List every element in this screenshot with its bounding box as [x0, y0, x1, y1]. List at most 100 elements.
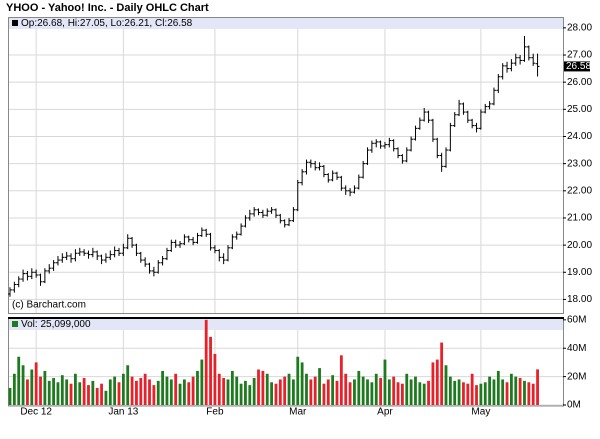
price-panel — [8, 17, 564, 314]
volume-bar — [339, 355, 343, 405]
volume-bar — [523, 380, 526, 405]
volume-bar — [39, 376, 42, 405]
y-tick-label: 18.00 — [567, 294, 592, 305]
volume-bar — [488, 376, 491, 405]
volume-bar — [335, 380, 339, 405]
x-tick-label: Mar — [289, 407, 307, 418]
volume-bar — [230, 370, 234, 405]
volume-bar — [117, 382, 121, 405]
y-tick-label: 25.00 — [567, 104, 592, 115]
volume-bar — [209, 336, 212, 405]
volume-bar — [187, 382, 191, 405]
volume-bar — [21, 365, 25, 405]
x-tick-label: Feb — [206, 407, 224, 418]
volume-bar — [152, 385, 156, 405]
volume-bar — [501, 379, 505, 405]
volume-bar — [91, 380, 95, 405]
volume-bar — [510, 373, 513, 405]
volume-bar — [156, 380, 160, 405]
volume-legend-swatch — [12, 321, 18, 327]
y-tick-label: 0M — [567, 400, 581, 411]
volume-bar — [527, 382, 531, 405]
volume-bar — [431, 362, 435, 405]
volume-bar — [26, 379, 29, 405]
volume-bar — [278, 379, 282, 405]
volume-bar — [462, 382, 465, 405]
volume-bar — [148, 379, 151, 405]
volume-bar — [222, 378, 226, 405]
volume-bar — [492, 379, 496, 405]
volume-bar — [47, 380, 51, 405]
volume-bar — [379, 378, 382, 405]
y-tick-label: 23.00 — [567, 158, 592, 169]
volume-bar — [427, 380, 430, 405]
volume-bar — [505, 382, 509, 405]
volume-bar — [536, 369, 539, 405]
volume-bar — [178, 383, 182, 405]
volume-bar — [56, 382, 60, 405]
y-tick-label: 19.00 — [567, 267, 592, 278]
volume-bar — [287, 373, 291, 405]
volume-bar — [405, 373, 409, 405]
volume-bar — [309, 379, 313, 405]
volume-bar — [213, 353, 217, 405]
y-tick-label: 26.00 — [567, 77, 592, 88]
y-tick-label: 40M — [567, 343, 586, 354]
volume-bar — [270, 382, 273, 405]
volume-bar — [496, 370, 500, 405]
volume-bar — [191, 376, 195, 405]
volume-bar — [100, 383, 103, 405]
volume-bar — [274, 383, 278, 405]
volume-bar — [392, 376, 396, 405]
volume-bar — [414, 376, 417, 405]
volume-bar — [466, 383, 470, 405]
volume-bar — [196, 370, 199, 405]
source-note: (c) Barchart.com — [12, 300, 86, 311]
volume-bar — [235, 376, 239, 405]
volume-bar — [331, 375, 335, 405]
volume-bar — [226, 379, 230, 405]
volume-bar — [300, 362, 304, 405]
volume-bar — [283, 376, 287, 405]
volume-bar — [161, 370, 164, 405]
volume-bar — [74, 373, 77, 405]
volume-bar — [8, 387, 12, 405]
volume-bar — [217, 373, 221, 405]
price-legend: Op:26.68, Hi:27.05, Lo:26.21, Cl:26.58 — [21, 18, 193, 29]
volume-bar — [60, 375, 64, 405]
volume-bar — [113, 376, 117, 405]
x-tick-label: Jan 13 — [108, 407, 138, 418]
volume-bar — [108, 379, 112, 405]
volume-bar — [30, 369, 34, 405]
last-price-tag — [564, 61, 590, 72]
volume-bar — [370, 382, 374, 405]
volume-bar — [409, 379, 413, 405]
volume-bar — [183, 379, 186, 405]
volume-bar — [239, 383, 243, 405]
volume-bar — [514, 376, 518, 405]
volume-bar — [396, 382, 400, 405]
volume-bar — [126, 365, 130, 405]
volume-bar — [95, 387, 99, 405]
volume-bar — [361, 376, 365, 405]
volume-bar — [479, 383, 483, 405]
volume-bar — [440, 342, 444, 405]
volume-bar — [257, 369, 260, 405]
y-tick-label: 24.00 — [567, 131, 592, 142]
volume-bar — [318, 368, 321, 405]
volume-bar — [435, 359, 439, 405]
y-tick-label: 27.00 — [567, 50, 592, 61]
x-tick-label: May — [471, 407, 490, 418]
volume-bar — [121, 373, 125, 405]
legend-swatch — [12, 20, 18, 26]
volume-bar — [374, 373, 378, 405]
volume-bar — [165, 376, 169, 405]
volume-bar — [174, 373, 178, 405]
volume-bar — [261, 370, 265, 405]
volume-legend-band — [9, 319, 563, 330]
volume-bar — [418, 382, 422, 405]
volume-bar — [453, 380, 457, 405]
volume-bar — [65, 379, 69, 405]
